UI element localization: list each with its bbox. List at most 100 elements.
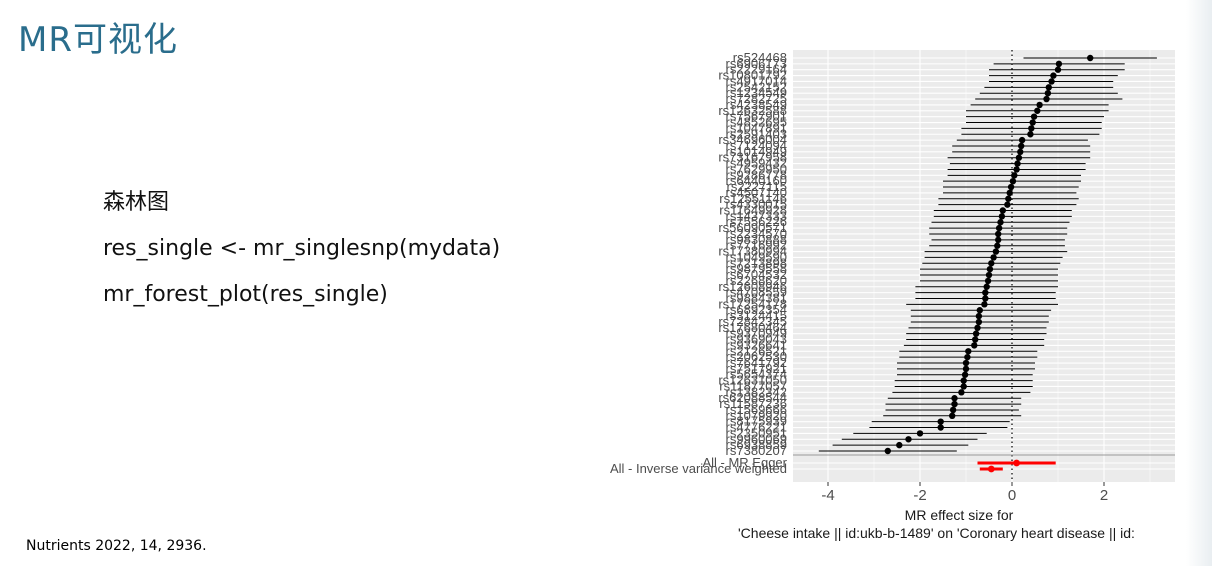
snp-label: rs1047891 (726, 120, 787, 135)
snp-label: rs7567901 (726, 109, 787, 124)
snp-label: rs3124415 (726, 308, 787, 323)
summary-label: All - Inverse variance weighted (610, 461, 787, 476)
snp-point (965, 348, 972, 355)
snp-point (960, 383, 967, 390)
snp-label: rs1569666 (726, 402, 787, 417)
snp-label: rs8175939 (726, 414, 787, 429)
snp-point (985, 271, 993, 279)
snp-point (1028, 125, 1035, 132)
snp-point (1087, 54, 1094, 62)
snp-label: rs1382342 (726, 384, 787, 399)
snp-label: rs62088544 (718, 390, 787, 405)
snp-point (976, 307, 983, 314)
snp-label: rs56090571 (718, 220, 787, 235)
snp-label: rs7124094 (726, 138, 787, 153)
snp-point (995, 230, 1002, 238)
snp-point (1013, 166, 1020, 173)
snp-point (951, 395, 958, 402)
snp-point (999, 207, 1006, 214)
slide-edge-shadow (1186, 0, 1212, 566)
snp-point (994, 242, 1001, 249)
snp-label: rs4959432 (726, 156, 787, 171)
snp-label: rs12631050 (718, 373, 787, 388)
snp-label: rs4330015 (726, 197, 787, 212)
snp-label: rs12608946 (718, 279, 787, 294)
snp-label: rs2229164 (726, 62, 787, 77)
snp-point (949, 406, 957, 414)
snp-point (1017, 148, 1024, 156)
snp-point (1050, 72, 1057, 79)
snp-point (1006, 189, 1013, 197)
snp-label: rs4917014 (726, 73, 787, 88)
forest-plot-heading: 森林图 (103, 190, 170, 215)
x-tick-label: -2 (913, 487, 926, 504)
code-line-singlesnp: res_single <- mr_singlesnp(mydata) (103, 236, 501, 261)
snp-point (984, 277, 992, 285)
snp-point (1055, 60, 1063, 68)
snp-label: rs524468 (733, 50, 787, 65)
snp-point (1007, 183, 1015, 191)
snp-point (960, 377, 967, 384)
snp-point (964, 353, 971, 361)
snp-point (949, 412, 956, 420)
snp-point (992, 248, 1000, 255)
snp-label: rs17380994 (718, 244, 787, 259)
snp-point (1018, 142, 1025, 150)
snp-point (1054, 66, 1062, 73)
snp-point (962, 359, 970, 367)
snp-point (1014, 160, 1021, 167)
snp-label: rs10801792 (718, 68, 787, 83)
snp-label: rs4708559 (726, 285, 787, 300)
x-axis: -4 -2 0 2 (821, 482, 1108, 504)
snp-point (982, 289, 989, 296)
summary-point (1013, 459, 1020, 467)
snp-label: rs1437333 (726, 208, 787, 223)
snp-point (916, 430, 924, 437)
snp-point (1043, 95, 1050, 103)
snp-label: rs9830888 (726, 232, 787, 247)
snp-label: rs7716992 (726, 238, 787, 253)
snp-label: rs6440160 (726, 173, 787, 188)
snp-label: rs4238549 (726, 97, 787, 112)
snp-label: rs11649928 (719, 203, 787, 218)
snp-label: rs11587236 (719, 396, 787, 411)
snp-label: rs2062530 (726, 349, 787, 364)
snp-label: rs17680464 (718, 320, 787, 335)
snp-point (958, 389, 965, 396)
plot-marks (793, 54, 1175, 473)
snp-point (981, 301, 988, 308)
snp-point (1027, 131, 1034, 138)
snp-point (937, 418, 944, 425)
citation: Nutrients 2022, 14, 2936. (26, 538, 207, 554)
snp-label: rs11877057 (719, 378, 787, 393)
snp-label: rs7213898 (726, 255, 787, 270)
snp-point (1048, 78, 1055, 85)
x-tick-label: 0 (1008, 487, 1016, 504)
snp-point (975, 312, 983, 320)
snp-label: rs6906173 (726, 56, 787, 71)
snp-point (896, 441, 903, 449)
snp-point (1004, 201, 1011, 208)
snp-label: rs9286778 (726, 167, 787, 182)
snp-point (998, 213, 1006, 220)
snp-labels: rs524468rs6906173rs2229164rs10801792rs49… (610, 50, 788, 476)
snp-label: rs7282725 (726, 91, 787, 106)
snp-point (982, 295, 989, 302)
code-block: 森林图 res_single <- mr_singlesnp(mydata) m… (103, 188, 500, 326)
snp-label: rs9879558 (726, 261, 787, 276)
summary-label: All - MR Egger (702, 455, 787, 470)
snp-label: rs1014949 (726, 144, 787, 159)
snp-label: rs2234570 (726, 226, 787, 241)
snp-point (983, 283, 990, 290)
snp-label: rs7629950 (726, 161, 787, 176)
snp-point (962, 365, 970, 373)
snp-label: rs9370949 (726, 326, 787, 341)
snp-label: rs9960069 (726, 431, 787, 446)
snp-label: rs9884381 (726, 290, 787, 305)
snp-label: rs34696004 (718, 132, 787, 147)
x-axis-title: MR effect size for (905, 507, 1014, 523)
snp-label: rs9369043 (726, 332, 787, 347)
snp-label: rs2126521 (726, 343, 787, 358)
snp-label: rs17254178 (718, 296, 787, 311)
